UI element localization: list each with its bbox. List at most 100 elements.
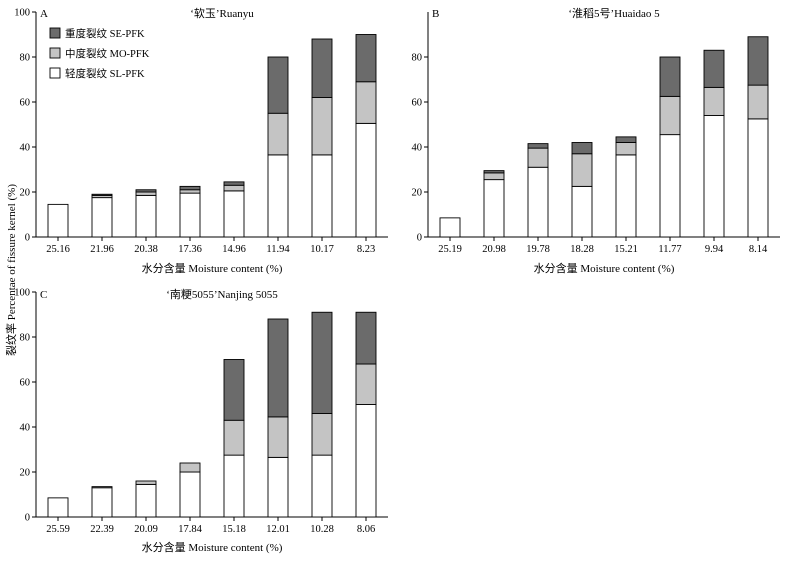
- bar-segment: [135, 189, 157, 193]
- bar-segment: [135, 483, 157, 518]
- bar-segment: [355, 404, 377, 518]
- bar-segment: [571, 185, 593, 238]
- bar-segment: [91, 486, 113, 489]
- y-tick-label: 60: [412, 98, 423, 109]
- x-tick-label: 22.39: [90, 524, 114, 535]
- panel-letter: C: [40, 289, 47, 301]
- y-tick-label: 100: [14, 288, 30, 299]
- x-tick-label: 8.14: [749, 244, 768, 255]
- bar-segment: [571, 153, 593, 187]
- y-tick-label: 0: [417, 233, 422, 244]
- x-tick-label: 14.96: [222, 244, 246, 255]
- bar-segment: [483, 179, 505, 238]
- legend-swatch: [49, 27, 61, 39]
- bar-segment: [703, 49, 725, 88]
- panel-title: ‘软玉’Ruanyu: [190, 6, 254, 20]
- x-axis-label: 水分含量 Moisture content (%): [142, 540, 283, 554]
- x-tick-label: 9.94: [705, 244, 724, 255]
- x-tick-label: 10.28: [310, 524, 334, 535]
- bar-segment: [267, 456, 289, 518]
- x-tick-label: 8.06: [357, 524, 375, 535]
- bar-segment: [311, 154, 333, 238]
- chart-panel-a: 0 20 40 60 80 100 25.16 21.96 20.38 17.36 14.96 11.…: [14, 6, 388, 275]
- bar-segment: [311, 38, 333, 98]
- bar-segment: [571, 142, 593, 155]
- bar-segment: [223, 454, 245, 518]
- x-tick-label: 21.96: [90, 244, 114, 255]
- bar-segment: [527, 166, 549, 238]
- bar-segment: [311, 454, 333, 518]
- bar-segment: [527, 147, 549, 168]
- y-tick-label: 100: [14, 8, 30, 19]
- bar-segment: [747, 84, 769, 120]
- bar-segment: [223, 419, 245, 456]
- x-tick-label: 15.18: [222, 524, 246, 535]
- bar-segment: [311, 97, 333, 156]
- bar-segment: [47, 497, 69, 518]
- bar-segment: [223, 190, 245, 238]
- bar-segment: [659, 56, 681, 97]
- bar-segment: [179, 189, 201, 194]
- x-tick-label: 20.38: [134, 244, 158, 255]
- x-tick-label: 25.16: [46, 244, 70, 255]
- bar-segment: [91, 487, 113, 518]
- legend-entry-label: 中度裂纹 MO-PFK: [65, 47, 150, 60]
- bar-segment: [659, 95, 681, 136]
- bar-segment: [223, 184, 245, 192]
- bar-segment: [179, 462, 201, 473]
- bar-segment: [659, 134, 681, 238]
- bar-segment: [615, 142, 637, 156]
- bar-segment: [747, 118, 769, 238]
- bar-segment: [483, 170, 505, 174]
- panel-title: ‘淮稻5号’Huaidao 5: [568, 7, 660, 20]
- legend-entry-label: 轻度裂纹 SL-PFK: [65, 67, 145, 80]
- bar-segment: [91, 197, 113, 238]
- y-tick-label: 0: [25, 233, 30, 244]
- bar-segment: [439, 217, 461, 238]
- bar-segment: [179, 471, 201, 518]
- bar-segment: [355, 122, 377, 238]
- x-tick-label: 25.59: [46, 524, 70, 535]
- x-tick-label: 17.84: [178, 524, 202, 535]
- bar-segment: [91, 193, 113, 196]
- chart-panel-b: 0 20 40 60 80 25.19 20.98 19.78 18.28 15.21 11.77 9…: [412, 7, 780, 275]
- bar-segment: [355, 81, 377, 124]
- y-tick-label: 60: [20, 378, 31, 389]
- bar-segment: [179, 192, 201, 238]
- bar-segment: [355, 34, 377, 83]
- x-tick-label: 10.17: [310, 244, 334, 255]
- y-tick-label: 80: [20, 53, 31, 64]
- x-tick-label: 19.78: [526, 244, 550, 255]
- y-tick-label: 80: [20, 333, 31, 344]
- bar-segment: [267, 56, 289, 114]
- bar-segment: [267, 318, 289, 418]
- x-tick-label: 20.98: [482, 244, 506, 255]
- bar-segment: [135, 194, 157, 238]
- y-tick-label: 60: [20, 98, 31, 109]
- bar-segment: [747, 36, 769, 86]
- bar-segment: [223, 181, 245, 186]
- x-axis-label: 水分含量 Moisture content (%): [142, 261, 283, 275]
- bar-segment: [615, 136, 637, 143]
- bar-segment: [267, 416, 289, 458]
- y-tick-label: 20: [20, 188, 31, 199]
- bar-segment: [223, 359, 245, 421]
- bar-segment: [615, 154, 637, 238]
- y-tick-label: 40: [20, 423, 31, 434]
- x-tick-label: 15.21: [614, 244, 638, 255]
- x-tick-label: 11.94: [266, 244, 290, 255]
- bar-segment: [311, 311, 333, 414]
- shared-y-axis-label: 裂纹率 Percentae of fissure kernel (%): [4, 184, 18, 356]
- legend-swatch: [49, 67, 61, 79]
- x-tick-label: 20.09: [134, 524, 158, 535]
- bar-segment: [483, 172, 505, 181]
- x-tick-label: 17.36: [178, 244, 202, 255]
- bar-segment: [355, 311, 377, 365]
- bar-segment: [47, 203, 69, 238]
- y-tick-label: 0: [25, 513, 30, 524]
- bar-segment: [179, 185, 201, 191]
- legend-swatch: [49, 47, 61, 59]
- x-tick-label: 11.77: [658, 244, 681, 255]
- y-tick-label: 40: [412, 143, 423, 154]
